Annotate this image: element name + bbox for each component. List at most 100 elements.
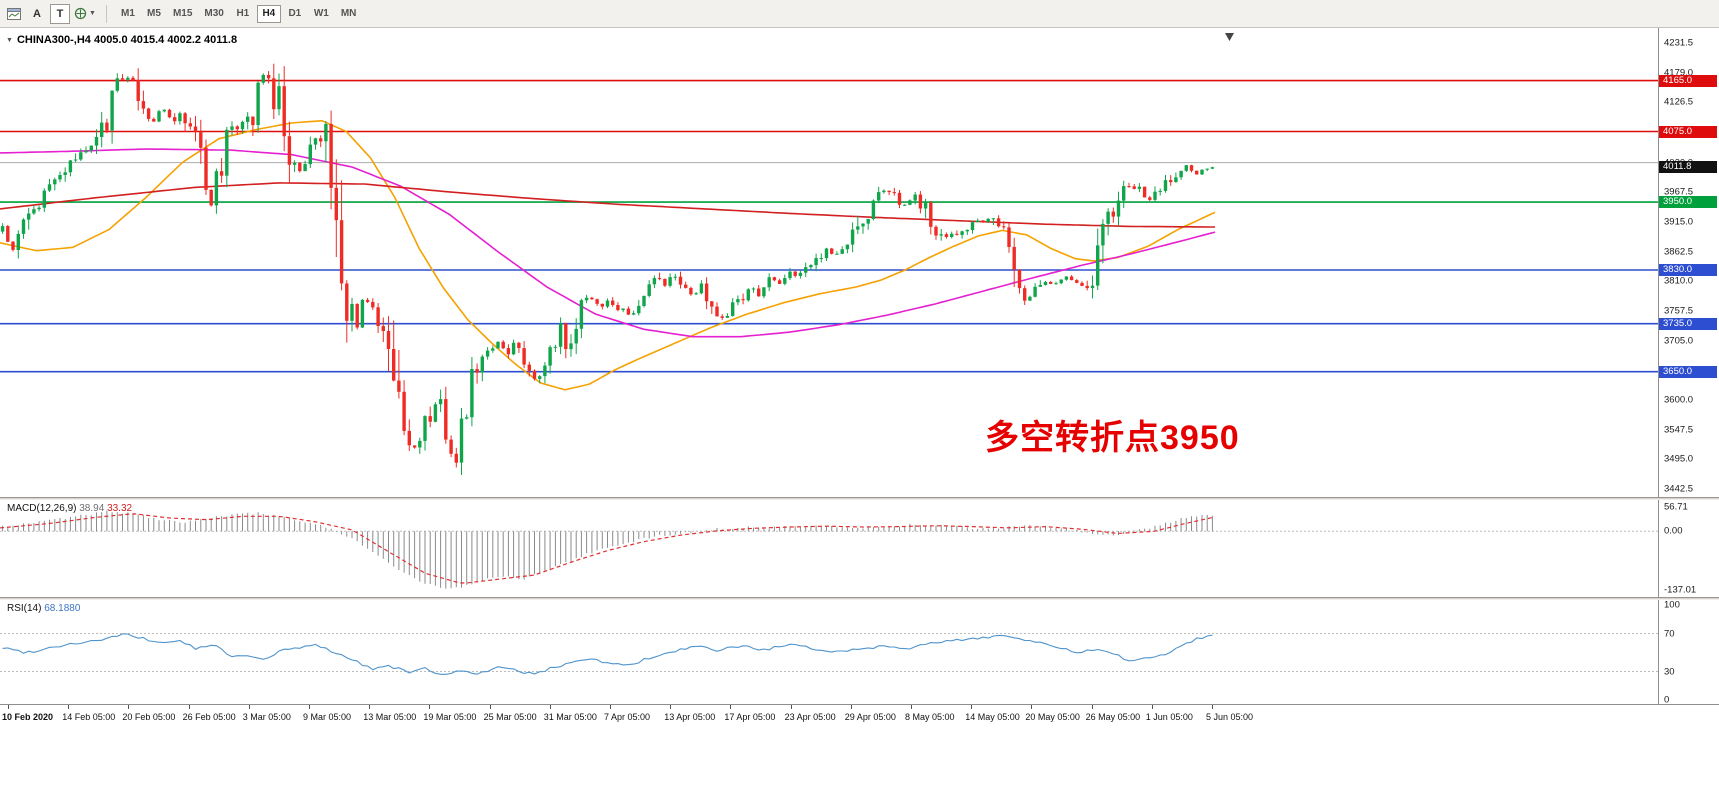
timeframe-button-d1[interactable]: D1 (283, 5, 307, 23)
rsi-line (2, 633, 1213, 675)
time-axis-tick (1091, 705, 1093, 709)
price-axis-label: 3915.0 (1664, 216, 1694, 228)
time-axis-label: 14 Feb 05:00 (62, 712, 116, 722)
price-axis-label: 3547.5 (1664, 424, 1694, 436)
price-axis-label: 4231.5 (1664, 37, 1694, 49)
moving-average-lines (0, 119, 1216, 391)
time-axis-label: 20 Feb 05:00 (122, 712, 176, 722)
text-tool-button[interactable]: T (50, 3, 70, 24)
rsi-label: RSI(14) 68.1880 (7, 603, 80, 614)
time-axis-tick (549, 705, 551, 709)
timeframe-button-mn[interactable]: MN (336, 5, 362, 23)
macd-name: MACD(12,26,9) (7, 503, 77, 514)
price-axis[interactable]: 4231.54179.04126.54020.03967.53915.03862… (1658, 28, 1719, 497)
symbol-dropdown-icon[interactable]: ▼ (6, 36, 13, 44)
price-chart-panel[interactable]: 4231.54179.04126.54020.03967.53915.03862… (0, 28, 1719, 497)
price-axis-label: 3967.5 (1664, 186, 1694, 198)
chart-window-button[interactable] (4, 4, 24, 24)
time-axis-label: 3 Mar 05:00 (242, 712, 291, 722)
time-axis-tick (670, 705, 672, 709)
ma-line-long (0, 182, 1215, 228)
time-axis-tick (188, 705, 190, 709)
price-axis-label: 3600.0 (1664, 394, 1694, 406)
chart-title-text: CHINA300-,H4 4005.0 4015.4 4002.2 4011.8 (16, 34, 238, 46)
time-axis-tick (850, 705, 852, 709)
timeframe-button-m30[interactable]: M30 (199, 5, 228, 23)
price-level-badge: 3950.0 (1659, 196, 1717, 209)
timeframe-buttons: M1 M5 M15 M30 H1 H4 D1 W1 MN (116, 4, 362, 23)
time-axis-label: 9 Mar 05:00 (303, 712, 352, 722)
time-axis-tick (369, 705, 371, 709)
timeframe-button-m1[interactable]: M1 (116, 5, 140, 23)
macd-label: MACD(12,26,9) 38.94 33.32 (7, 503, 132, 514)
rsi-axis-label: 30 (1664, 666, 1675, 677)
rsi-chart[interactable] (0, 600, 1658, 704)
price-level-badge: 3650.0 (1659, 365, 1717, 378)
candlestick-chart[interactable] (0, 28, 1658, 497)
price-level-badge: 3735.0 (1659, 317, 1717, 330)
time-axis-tick (1031, 705, 1033, 709)
time-axis-label: 7 Apr 05:00 (604, 712, 651, 722)
macd-signal-value: 33.32 (107, 503, 133, 514)
rsi-axis-label: 70 (1664, 628, 1675, 639)
timeframe-button-h1[interactable]: H1 (231, 5, 255, 23)
timeframe-button-m15[interactable]: M15 (168, 5, 197, 23)
time-axis-label: 23 Apr 05:00 (784, 712, 836, 722)
panel-divider[interactable] (0, 597, 1719, 600)
candles-layer (0, 63, 1215, 475)
price-axis-label: 3442.5 (1664, 483, 1694, 495)
price-axis-label: 4126.5 (1664, 96, 1694, 108)
time-axis-tick (429, 705, 431, 709)
price-axis-label: 3810.0 (1664, 275, 1694, 287)
time-axis-label: 26 May 05:00 (1085, 712, 1141, 722)
price-axis-label: 3757.5 (1664, 305, 1694, 317)
rsi-value: 68.1880 (44, 603, 81, 614)
time-axis-tick (911, 705, 912, 709)
time-axis-tick (730, 705, 732, 709)
toolbar-separator (105, 4, 107, 23)
time-axis[interactable]: 10 Feb 2020 14 Feb 05:00 20 Feb 05:00 26 Fe… (0, 704, 1719, 727)
price-axis-label: 3862.5 (1664, 246, 1694, 258)
timeframe-button-h4[interactable]: H4 (256, 4, 281, 23)
time-axis-tick (8, 705, 9, 709)
price-axis-label: 3495.0 (1664, 453, 1694, 465)
time-axis-label: 13 Apr 05:00 (664, 712, 716, 722)
time-axis-tick (1212, 705, 1213, 709)
rsi-axis[interactable]: 100 70 30 0 (1658, 600, 1719, 704)
price-level-badge: 4165.0 (1659, 74, 1717, 87)
price-axis-label: 4179.0 (1664, 67, 1694, 79)
chart-shift-marker (1225, 33, 1234, 41)
time-axis-label: 5 Jun 05:00 (1206, 712, 1254, 722)
macd-main-value: 38.94 (79, 503, 105, 514)
macd-panel[interactable]: 56.71 0.00 -137.01 MACD(12,26,9) 38.94 33.… (0, 500, 1719, 597)
macd-axis-label: 0.00 (1664, 525, 1683, 537)
indicators-icon (74, 7, 87, 20)
time-axis-label: 29 Apr 05:00 (844, 712, 896, 722)
time-axis-label: 1 Jun 05:00 (1145, 712, 1193, 722)
time-axis-label: 13 Mar 05:00 (363, 712, 417, 722)
time-axis-tick (309, 705, 310, 709)
time-axis-label: 25 Mar 05:00 (483, 712, 537, 722)
macd-chart[interactable] (0, 500, 1658, 597)
time-axis-label: 8 May 05:00 (905, 712, 955, 722)
chart-annotation[interactable]: 多空转折点3950 (985, 419, 1240, 457)
time-axis-label: 17 Apr 05:00 (724, 712, 776, 722)
indicators-dropdown-button[interactable]: ▼ (73, 4, 97, 24)
horizontal-level-lines (0, 79, 1658, 373)
text-label-button[interactable]: A (27, 4, 47, 24)
time-axis-tick (1151, 705, 1153, 709)
time-axis-tick (248, 705, 250, 709)
panel-divider[interactable] (0, 497, 1719, 500)
time-axis-label: 20 May 05:00 (1025, 712, 1080, 722)
time-axis-label: 10 Feb 2020 (2, 712, 54, 722)
macd-signal-line (0, 513, 1216, 584)
timeframe-button-m5[interactable]: M5 (142, 5, 166, 23)
chart-toolbar: A T ▼ M1 M5 M15 M30 H1 H4 D1 W1 MN (0, 0, 1719, 28)
timeframe-button-w1[interactable]: W1 (309, 5, 334, 23)
rsi-panel[interactable]: 100 70 30 0 RSI(14) 68.1880 (0, 600, 1719, 704)
rsi-name: RSI(14) (7, 603, 42, 614)
time-axis-tick (489, 705, 491, 709)
time-axis-tick (610, 705, 611, 709)
macd-axis[interactable]: 56.71 0.00 -137.01 (1658, 500, 1719, 597)
